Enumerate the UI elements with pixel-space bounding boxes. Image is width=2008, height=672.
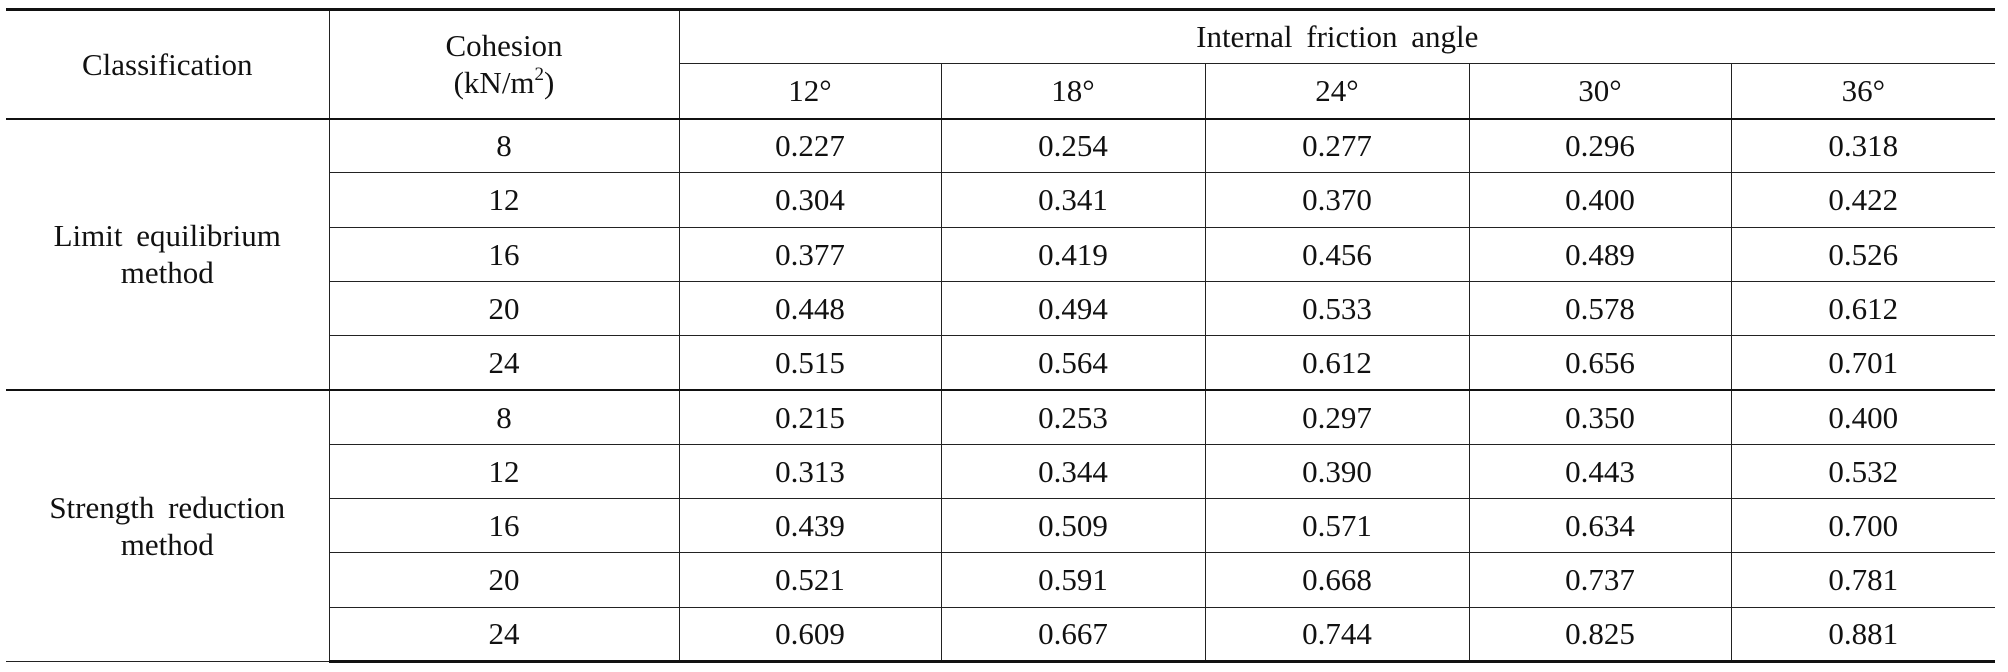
header-unit: ) [544, 65, 555, 101]
value-cell: 0.701 [1730, 335, 1996, 391]
value-cell: 0.612 [1730, 280, 1996, 337]
value-cell: 0.656 [1468, 335, 1732, 391]
value-cell: 0.377 [678, 226, 942, 282]
value-cell: 0.591 [940, 552, 1206, 608]
value-cell: 0.215 [678, 388, 942, 445]
value-cell: 0.509 [940, 498, 1206, 554]
data-table: Classification Cohesion (kN/m2) Internal fr… [6, 8, 1996, 663]
value-cell: 0.370 [1204, 172, 1470, 228]
value-cell: 0.400 [1468, 172, 1732, 228]
data-row: Strength reduction method 8 0.215 0.253 0.29… [6, 388, 1996, 662]
data-row: 16 0.377 0.419 0.456 0.489 0.526 [6, 226, 1996, 282]
header-unit-sup: 2 [534, 64, 545, 86]
header-row: Classification Cohesion (kN/m2) Internal fr… [6, 8, 1996, 119]
header-cell: Cohesion (kN/m2) [328, 8, 680, 119]
cohesion-cell: 12 [329, 172, 680, 228]
value-cell: 0.700 [1730, 498, 1996, 554]
angle-header: 12° [679, 63, 942, 119]
data-row: 24 0.609 0.667 0.744 0.825 0.881 [6, 606, 1996, 663]
value-cell: 0.277 [1204, 117, 1470, 174]
cohesion-cell: 8 [328, 117, 680, 174]
cohesion-cell: 12 [329, 443, 680, 500]
cohesion-cell: 20 [329, 280, 680, 337]
value-cell: 0.344 [940, 443, 1206, 500]
cohesion-cell: 20 [329, 552, 680, 608]
value-cell: 0.390 [1204, 443, 1470, 500]
group-label: Limit equilibrium method [6, 117, 330, 391]
cohesion-cell: 24 [329, 335, 680, 391]
value-cell: 0.667 [940, 606, 1206, 663]
value-cell: 0.313 [678, 443, 942, 500]
value-cell: 0.515 [678, 335, 942, 391]
value-cell: 0.634 [1468, 498, 1732, 554]
header-row: 12° 18° 24° 30° 36° [6, 63, 1996, 119]
data-row: Limit equilibrium method 8 0.227 0.254 0.277… [6, 117, 1996, 391]
value-cell: 0.296 [1468, 117, 1732, 174]
value-cell: 0.253 [940, 388, 1206, 445]
header-unit: (kN/m [453, 65, 535, 101]
angle-header: 24° [1204, 63, 1470, 119]
value-cell: 0.227 [678, 117, 942, 174]
cohesion-cell: 16 [329, 498, 680, 554]
value-cell: 0.443 [1468, 443, 1732, 500]
header-cell: Classification [6, 8, 330, 119]
value-cell: 0.439 [678, 498, 942, 554]
value-cell: 0.350 [1468, 388, 1732, 445]
value-cell: 0.532 [1730, 443, 1996, 500]
data-row: 16 0.439 0.509 0.571 0.634 0.700 [6, 498, 1996, 554]
header-text: Cohesion [445, 28, 563, 64]
cohesion-cell: 24 [329, 606, 680, 663]
value-cell: 0.526 [1730, 226, 1996, 282]
value-cell: 0.419 [940, 226, 1206, 282]
value-cell: 0.668 [1204, 552, 1470, 608]
value-cell: 0.744 [1204, 606, 1470, 663]
data-row: 12 0.304 0.341 0.370 0.400 0.422 [6, 172, 1996, 228]
value-cell: 0.781 [1730, 552, 1996, 608]
value-cell: 0.825 [1468, 606, 1732, 663]
value-cell: 0.254 [940, 117, 1206, 174]
value-cell: 0.609 [678, 606, 942, 663]
value-cell: 0.564 [940, 335, 1206, 391]
angle-header: 36° [1730, 63, 1996, 119]
value-cell: 0.737 [1468, 552, 1732, 608]
value-cell: 0.422 [1730, 172, 1996, 228]
group-label: Strength reduction method [6, 388, 330, 662]
value-cell: 0.521 [678, 552, 942, 608]
value-cell: 0.881 [1730, 606, 1996, 663]
value-cell: 0.612 [1204, 335, 1470, 391]
value-cell: 0.297 [1204, 388, 1470, 445]
value-cell: 0.341 [940, 172, 1206, 228]
value-cell: 0.571 [1204, 498, 1470, 554]
value-cell: 0.318 [1730, 117, 1996, 174]
value-cell: 0.489 [1468, 226, 1732, 282]
value-cell: 0.304 [678, 172, 942, 228]
value-cell: 0.456 [1204, 226, 1470, 282]
value-cell: 0.400 [1730, 388, 1996, 445]
angle-header: 30° [1468, 63, 1732, 119]
cohesion-cell: 8 [328, 388, 680, 445]
value-cell: 0.578 [1468, 280, 1732, 337]
table-body: Classification Cohesion (kN/m2) Internal fr… [6, 8, 1996, 663]
data-row: 24 0.515 0.564 0.612 0.656 0.701 [6, 335, 1996, 391]
cohesion-cell: 16 [329, 226, 680, 282]
value-cell: 0.533 [1204, 280, 1470, 337]
value-cell: 0.494 [940, 280, 1206, 337]
value-cell: 0.448 [678, 280, 942, 337]
angle-header: 18° [940, 63, 1206, 119]
header-cell: Internal friction angle [678, 8, 1996, 64]
data-row: 20 0.521 0.591 0.668 0.737 0.781 [6, 552, 1996, 608]
